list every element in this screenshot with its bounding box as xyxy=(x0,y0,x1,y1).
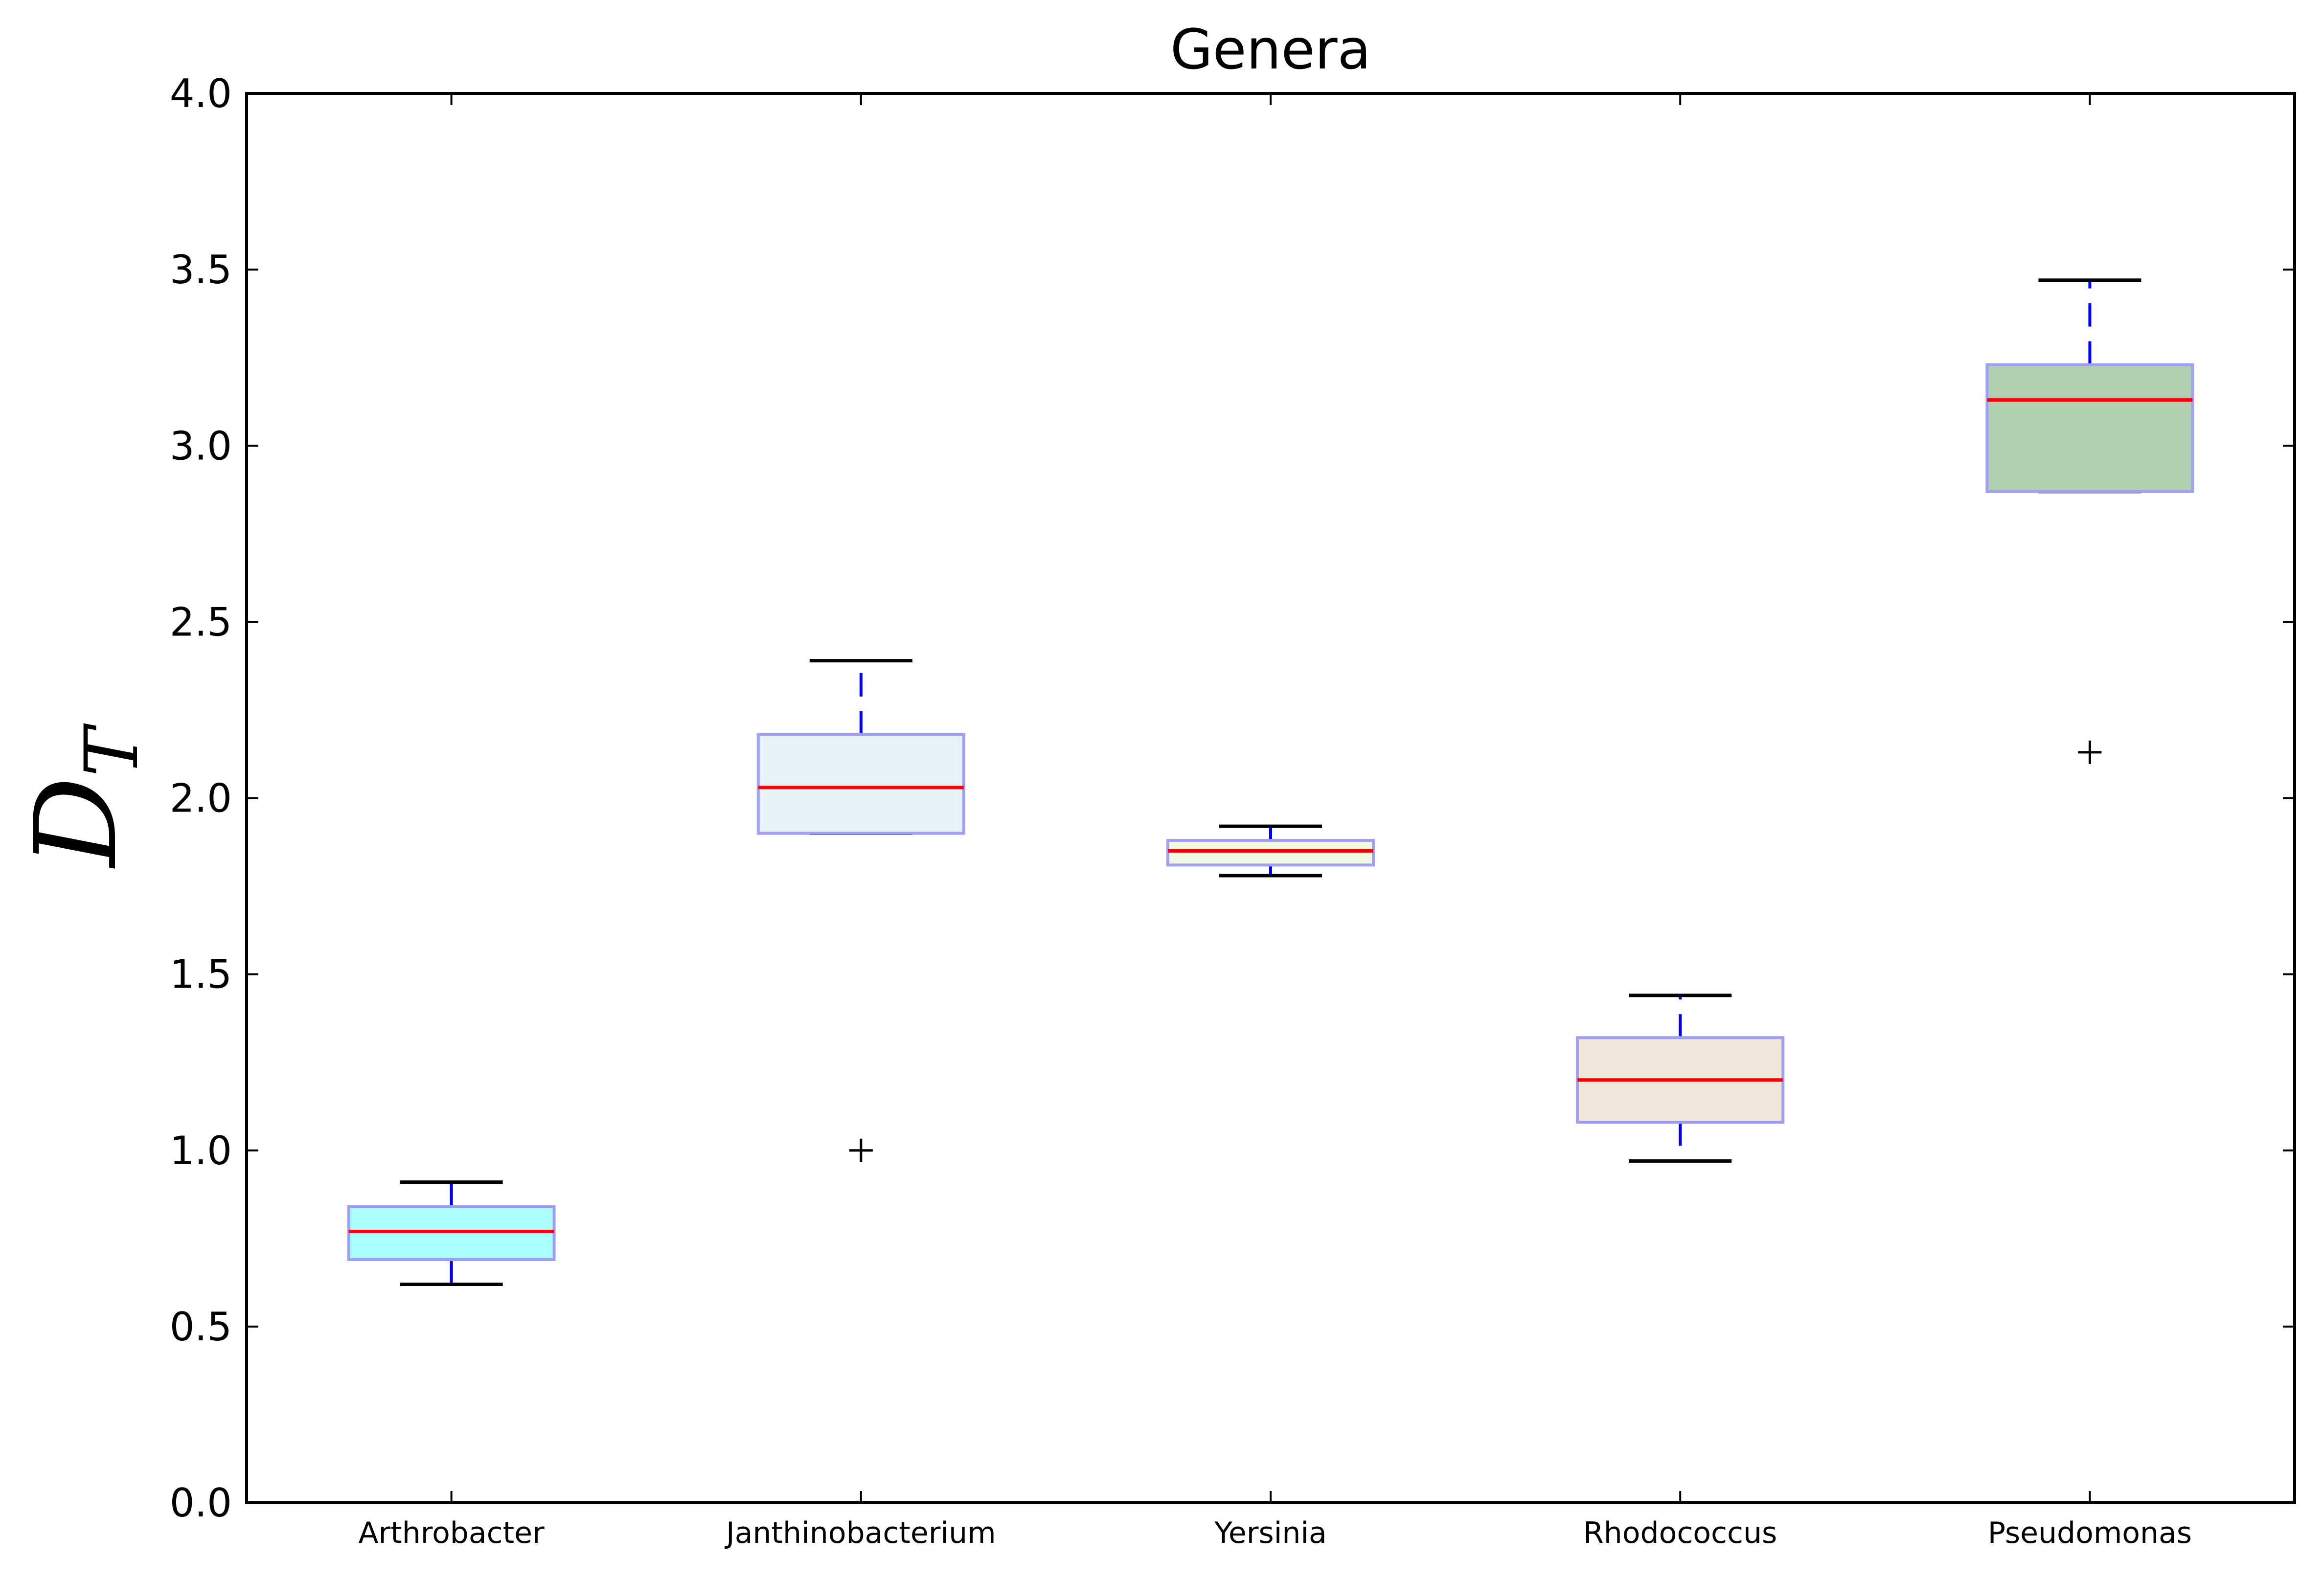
outlier-marker xyxy=(849,1138,873,1162)
y-tick-label: 3.0 xyxy=(170,423,232,469)
y-tick-label: 1.0 xyxy=(170,1128,232,1174)
y-tick-label: 2.0 xyxy=(170,776,232,821)
box-pseudomonas xyxy=(1985,363,2194,493)
box-yersinia xyxy=(1166,838,1375,867)
y-axis-label-subscript: T xyxy=(69,723,155,777)
y-tick-label: 3.5 xyxy=(170,247,232,293)
y-tick-label: 2.5 xyxy=(170,599,232,645)
x-tick-label: Pseudomonas xyxy=(1988,1516,2192,1550)
outlier-marker xyxy=(2078,740,2102,764)
chart-title: Genera xyxy=(1170,18,1371,82)
x-tick-label: Yersinia xyxy=(1214,1516,1327,1550)
box-janthinobacterium xyxy=(756,733,965,835)
y-tick-label: 0.0 xyxy=(170,1480,232,1526)
axes-frame xyxy=(245,92,2296,1504)
y-tick-label: 4.0 xyxy=(170,71,232,116)
y-axis-label-main: D xyxy=(11,777,142,869)
y-axis-label: DT xyxy=(11,723,155,869)
plot-area: 0.0 0.5 1.0 1.5 2.0 2.5 3.0 3.5 4.0 Arthrobacter J… xyxy=(170,71,2296,1550)
x-tick-label: Janthinobacterium xyxy=(724,1516,996,1550)
y-tick-label: 0.5 xyxy=(170,1304,232,1350)
y-tick-label: 1.5 xyxy=(170,952,232,997)
box-arthrobacter xyxy=(347,1205,556,1262)
x-tick-label: Arthrobacter xyxy=(358,1516,545,1550)
x-tick-label: Rhodococcus xyxy=(1583,1516,1777,1550)
